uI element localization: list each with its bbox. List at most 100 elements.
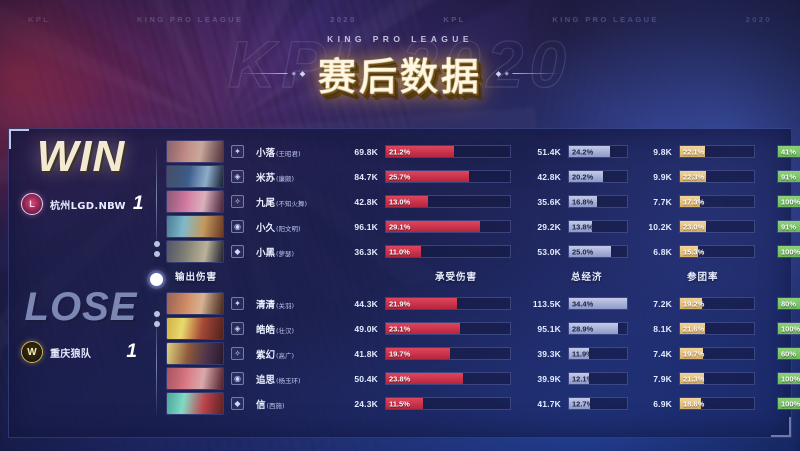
ticker-item: KING PRO LEAGUE bbox=[552, 14, 659, 24]
hero-name: (高广) bbox=[276, 351, 295, 360]
title-decoration-left bbox=[239, 70, 305, 77]
taken-bar: 24.2% bbox=[568, 145, 628, 158]
lgd-crest-icon: L bbox=[21, 193, 43, 215]
player-stat-row[interactable]: ✧ 九尾(不知火舞) 42.8K 13.0% 35.6K 16.8% 7.7K 17.3% 10… bbox=[167, 189, 800, 214]
participation-value: 100% bbox=[781, 324, 800, 333]
taken-percent: 25.0% bbox=[572, 247, 594, 256]
ticker-strip: KPL KING PRO LEAGUE 2020 KPL KING PRO LE… bbox=[0, 12, 800, 26]
hero-portrait[interactable] bbox=[167, 343, 223, 364]
marksman-icon: ◉ bbox=[231, 372, 244, 385]
economy-percent: 22.3% bbox=[683, 172, 705, 181]
player-stat-row[interactable]: ◆ 小黑(萝瑟) 36.3K 11.0% 53.0K 25.0% 6.8K 15.3% 100% bbox=[167, 239, 800, 264]
hero-name: (壮汉) bbox=[276, 326, 295, 335]
taken-value: 51.4K bbox=[537, 146, 561, 157]
ticker-item: 2020 bbox=[745, 14, 772, 24]
taken-value: 39.9K bbox=[537, 373, 561, 384]
cell-economy: 7.4K 19.7% bbox=[642, 347, 755, 360]
win-team-row[interactable]: L 杭州LGD.NBW 1 bbox=[9, 193, 147, 215]
economy-percent: 18.6% bbox=[683, 399, 705, 408]
hero-portrait[interactable] bbox=[167, 318, 223, 339]
economy-value: 8.1K bbox=[653, 323, 672, 334]
cell-damage-taken: 39.9K 12.1% bbox=[527, 372, 628, 385]
cell-economy: 6.8K 15.3% bbox=[642, 245, 755, 258]
cell-economy: 7.2K 19.2% bbox=[642, 297, 755, 310]
economy-bar: 19.2% bbox=[679, 297, 755, 310]
ticker-item: KING PRO LEAGUE bbox=[137, 14, 244, 24]
economy-bar: 18.6% bbox=[679, 397, 755, 410]
cell-participation: 100% bbox=[777, 372, 800, 385]
taken-bar: 11.9% bbox=[568, 347, 628, 360]
taken-value: 39.3K bbox=[537, 348, 561, 359]
participation-bar: 80% bbox=[777, 297, 800, 310]
cell-economy: 9.9K 22.3% bbox=[642, 170, 755, 183]
cell-damage-taken: 29.2K 13.8% bbox=[527, 220, 628, 233]
hero-portrait[interactable] bbox=[167, 241, 223, 262]
lose-team-row[interactable]: W 重庆狼队 1 bbox=[9, 341, 147, 363]
page-title: 赛后数据 bbox=[318, 46, 482, 101]
player-stat-row[interactable]: ✦ 小落(王昭君) 69.8K 21.2% 51.4K 24.2% 9.8K 22.1% 41% bbox=[167, 139, 800, 164]
cell-damage-taken: 39.3K 11.9% bbox=[527, 347, 628, 360]
economy-bar: 17.3% bbox=[679, 195, 755, 208]
taken-percent: 24.2% bbox=[572, 147, 594, 156]
damage-percent: 21.9% bbox=[389, 299, 411, 308]
cell-damage: 41.8K 19.7% bbox=[346, 347, 511, 360]
mage-icon: ✦ bbox=[231, 145, 244, 158]
participation-value: 91% bbox=[781, 222, 797, 231]
player-stat-row[interactable]: ◈ 皓皓(壮汉) 49.0K 23.1% 95.1K 28.9% 8.1K 21.6% 100% bbox=[167, 316, 800, 341]
participation-bar: 60% bbox=[777, 347, 800, 360]
economy-value: 6.9K bbox=[653, 398, 672, 409]
cell-damage: 84.7K 25.7% bbox=[346, 170, 511, 183]
cell-participation: 100% bbox=[777, 195, 800, 208]
team-result-win[interactable]: WIN L 杭州LGD.NBW 1 bbox=[9, 135, 147, 215]
hero-portrait[interactable] bbox=[167, 141, 223, 162]
hero-name: (廉颇) bbox=[276, 174, 295, 183]
assassin-icon: ✧ bbox=[231, 347, 244, 360]
damage-value: 49.0K bbox=[354, 323, 378, 334]
hero-portrait[interactable] bbox=[167, 216, 223, 237]
taken-value: 95.1K bbox=[537, 323, 561, 334]
damage-value: 84.7K bbox=[354, 171, 378, 182]
taken-percent: 12.1% bbox=[572, 374, 594, 383]
taken-percent: 34.4% bbox=[572, 299, 594, 308]
participation-value: 80% bbox=[781, 299, 797, 308]
hero-portrait[interactable] bbox=[167, 293, 223, 314]
damage-bar: 11.5% bbox=[385, 397, 511, 410]
taken-bar: 12.1% bbox=[568, 372, 628, 385]
player-stat-rows: ✦ 小落(王昭君) 69.8K 21.2% 51.4K 24.2% 9.8K 22.1% 41%… bbox=[167, 129, 800, 437]
cell-damage: 44.3K 21.9% bbox=[346, 297, 511, 310]
economy-value: 7.7K bbox=[653, 196, 672, 207]
damage-percent: 13.0% bbox=[389, 197, 411, 206]
hero-name: (西施) bbox=[266, 401, 285, 410]
player-stat-row[interactable]: ◆ 信(西施) 24.3K 11.5% 41.7K 12.7% 6.9K 18.6% 100% bbox=[167, 391, 800, 416]
cell-economy: 7.9K 21.3% bbox=[642, 372, 755, 385]
hero-portrait[interactable] bbox=[167, 191, 223, 212]
damage-value: 42.8K bbox=[354, 196, 378, 207]
team-result-lose[interactable]: LOSE W 重庆狼队 1 bbox=[9, 287, 147, 363]
hero-portrait[interactable] bbox=[167, 393, 223, 414]
economy-bar: 21.6% bbox=[679, 322, 755, 335]
damage-percent: 25.7% bbox=[389, 172, 411, 181]
damage-percent: 21.2% bbox=[389, 147, 411, 156]
hero-portrait[interactable] bbox=[167, 368, 223, 389]
economy-value: 7.2K bbox=[653, 298, 672, 309]
timeline-current-marker[interactable] bbox=[150, 273, 163, 286]
damage-percent: 11.5% bbox=[389, 399, 410, 408]
match-timeline-indicator[interactable] bbox=[149, 143, 165, 427]
player-stat-row[interactable]: ◉ 小久(阳文明) 96.1K 29.1% 29.2K 13.8% 10.2K 23.0% 91… bbox=[167, 214, 800, 239]
header-damage-taken: 承受伤害 bbox=[435, 272, 478, 283]
cell-participation: 41% bbox=[777, 145, 800, 158]
economy-value: 7.9K bbox=[653, 373, 672, 384]
player-name: 小黑(萝瑟) bbox=[256, 247, 295, 259]
participation-bar: 100% bbox=[777, 372, 800, 385]
damage-bar: 23.8% bbox=[385, 372, 511, 385]
player-stat-row[interactable]: ✦ 清清(关羽) 44.3K 21.9% 113.5K 34.4% 7.2K 19.2% 80% bbox=[167, 291, 800, 316]
player-stat-row[interactable]: ◉ 追思(杨玉环) 50.4K 23.8% 39.9K 12.1% 7.9K 21.3% 100… bbox=[167, 366, 800, 391]
hero-portrait[interactable] bbox=[167, 166, 223, 187]
damage-value: 41.8K bbox=[354, 348, 378, 359]
player-stat-row[interactable]: ◈ 米苏(廉颇) 84.7K 25.7% 42.8K 20.2% 9.9K 22.3% 91% bbox=[167, 164, 800, 189]
hero-name: (萝瑟) bbox=[276, 249, 295, 258]
lose-label: LOSE bbox=[24, 285, 138, 329]
damage-value: 96.1K bbox=[354, 221, 378, 232]
cell-damage-taken: 42.8K 20.2% bbox=[527, 170, 628, 183]
player-stat-row[interactable]: ✧ 紫幻(高广) 41.8K 19.7% 39.3K 11.9% 7.4K 19.7% 60% bbox=[167, 341, 800, 366]
